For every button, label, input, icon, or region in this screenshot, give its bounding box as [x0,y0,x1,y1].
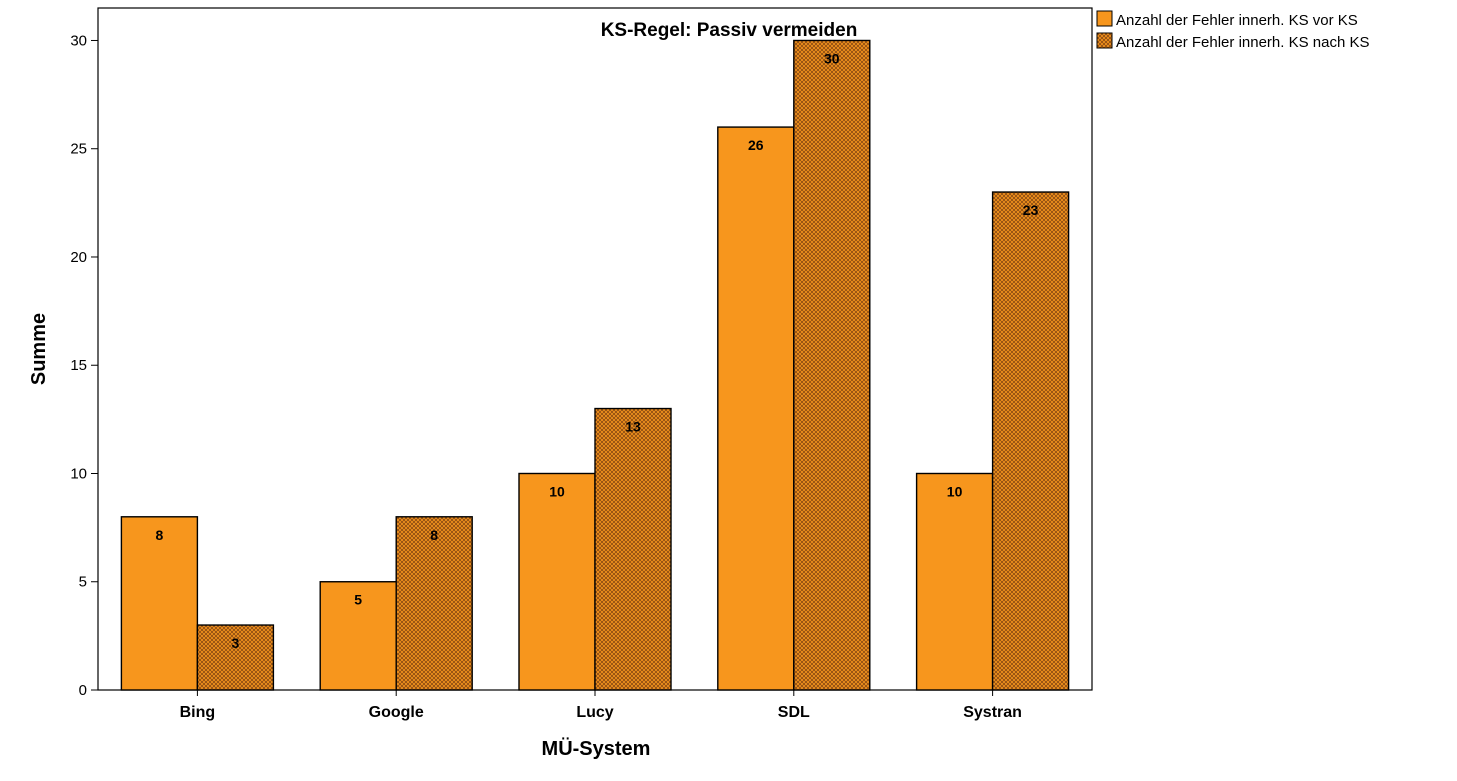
y-tick-label: 15 [70,357,87,374]
data-label: 30 [824,50,840,66]
data-label: 10 [549,483,565,499]
x-tick-label: Google [369,704,424,721]
y-tick-label: 30 [70,32,87,49]
data-label: 8 [156,527,164,543]
x-tick-label: Lucy [576,704,613,721]
bar-sdl-after [793,39,871,691]
y-tick-label: 0 [79,682,87,699]
data-label: 8 [430,527,438,543]
bar-sdl-before [717,126,795,691]
data-label: 10 [947,483,963,499]
bar-bing-after [196,624,275,691]
bar-bing-before [120,516,199,691]
bar-systran-after [991,191,1070,691]
data-label: 26 [748,137,764,153]
bar-systran-before [915,472,994,691]
bar-google-after [395,516,473,691]
data-label: 5 [354,592,362,608]
x-axis: Bing Google Lucy SDL Systran [180,690,1022,721]
legend-swatch-before [1096,10,1113,27]
bars: 8 3 5 8 10 13 26 30 10 23 [120,39,1070,691]
x-axis-title: MÜ-System [542,737,651,760]
legend-label-after: Anzahl der Fehler innerh. KS nach KS [1116,34,1369,51]
chart-title: KS-Regel: Passiv vermeiden [601,20,858,41]
data-label: 23 [1023,202,1039,218]
x-tick-label: Systran [963,704,1022,721]
data-label: 3 [232,635,240,651]
y-tick-label: 5 [79,574,87,591]
data-label: 13 [625,419,641,435]
bar-lucy-after [594,407,672,691]
legend-swatch-after [1096,32,1113,49]
legend-label-before: Anzahl der Fehler innerh. KS vor KS [1116,12,1358,29]
legend: Anzahl der Fehler innerh. KS vor KS Anza… [1096,10,1369,51]
y-tick-label: 25 [70,141,87,158]
x-tick-label: SDL [778,704,810,721]
bar-lucy-before [518,472,596,691]
y-axis-title: Summe [28,313,50,385]
y-tick-label: 20 [70,249,87,266]
y-axis: 0 5 10 15 20 25 30 [70,32,98,699]
bar-google-before [319,581,397,691]
x-tick-label: Bing [180,704,216,721]
y-tick-label: 10 [70,465,87,482]
